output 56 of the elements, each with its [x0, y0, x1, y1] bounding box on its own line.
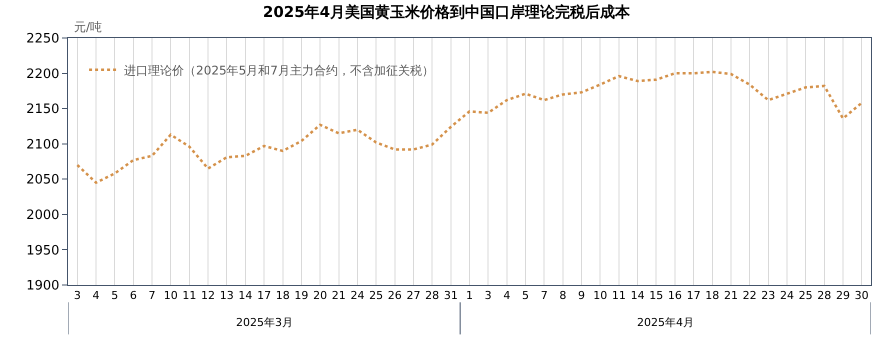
x-tick-label: 29 — [836, 289, 850, 302]
y-tick-label: 2250 — [26, 32, 60, 47]
x-tick-label: 10 — [593, 289, 608, 302]
text: 2025年3月 — [236, 316, 293, 329]
x-tick-label: 19 — [294, 289, 308, 302]
x-tick-label: 18 — [276, 289, 290, 302]
y-tick-label: 2100 — [26, 137, 60, 152]
x-tick-label: 28 — [425, 289, 440, 302]
x-tick-label: 21 — [724, 289, 738, 302]
x-tick-label: 17 — [257, 289, 272, 302]
y-tick-label: 2050 — [26, 172, 60, 188]
x-tick-label: 10 — [164, 289, 178, 302]
x-tick-label: 25 — [369, 289, 384, 302]
x-tick-label: 12 — [201, 289, 216, 302]
x-tick-label: 24 — [780, 289, 794, 302]
x-tick-label: 22 — [742, 289, 757, 302]
x-tick-label: 6 — [130, 289, 137, 302]
x-tick-label: 28 — [817, 289, 832, 302]
x-tick-label: 14 — [238, 289, 252, 302]
x-tick-label: 7 — [540, 289, 548, 302]
x-tick-label: 16 — [668, 289, 682, 302]
text: 2025年4月 — [637, 316, 694, 329]
y-tick-label: 1900 — [26, 278, 60, 294]
x-tick-label: 18 — [705, 289, 720, 302]
x-tick-label: 5 — [522, 289, 530, 302]
x-tick-label: 11 — [612, 289, 626, 302]
x-tick-label: 1 — [466, 289, 473, 302]
x-tick-label: 5 — [111, 289, 118, 302]
x-tick-label: 4 — [503, 289, 510, 302]
y-tick-label: 1950 — [26, 243, 60, 258]
x-tick-label: 13 — [220, 289, 234, 302]
x-tick-label: 9 — [578, 289, 586, 302]
x-tick-label: 8 — [559, 289, 566, 302]
x-tick-label: 26 — [388, 289, 402, 302]
x-tick-label: 21 — [332, 289, 346, 302]
x-tick-label: 11 — [182, 289, 196, 302]
x-tick-label: 30 — [854, 289, 869, 302]
x-tick-label: 14 — [630, 289, 645, 302]
y-axis-title: 元/吨 — [74, 20, 102, 34]
x-tick-label: 7 — [148, 289, 156, 302]
x-tick-label: 31 — [444, 289, 458, 302]
x-tick-label: 23 — [761, 289, 776, 302]
chart-title: 2025年4月美国黄玉米价格到中国口岸理论完税后成本 — [262, 3, 632, 22]
y-tick-label: 2150 — [26, 102, 60, 118]
x-tick-label: 3 — [74, 289, 81, 302]
x-tick-label: 15 — [649, 289, 664, 302]
x-tick-label: 4 — [92, 289, 100, 302]
x-tick-label: 17 — [686, 289, 701, 302]
y-tick-label: 2200 — [26, 66, 60, 82]
x-tick-label: 24 — [350, 289, 364, 302]
x-tick-label: 25 — [798, 289, 813, 302]
x-tick-label: 27 — [406, 289, 420, 302]
legend-label: 进口理论价（2025年5月和7月主力合约，不含加征关税） — [124, 63, 434, 78]
x-tick-label: 20 — [313, 289, 328, 302]
y-tick-label: 2000 — [26, 208, 60, 223]
x-tick-label: 3 — [484, 289, 492, 302]
